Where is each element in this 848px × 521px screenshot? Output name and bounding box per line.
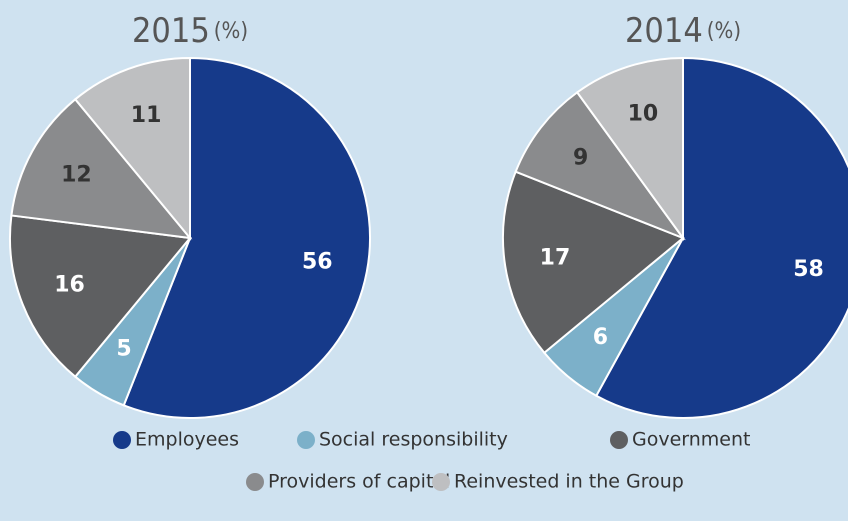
data-label: 12 [61,163,92,188]
data-label: 11 [131,103,162,128]
chart-title-year: 2014 [625,11,703,51]
legend-label: Employees [135,429,239,451]
pie-slice [575,56,684,242]
pie-slice [9,214,192,379]
chart-title-year: 2015 [132,11,210,51]
data-label: 5 [116,337,131,362]
pie-slice [10,97,193,240]
legend-marker [432,473,450,491]
pie-slice [73,56,191,241]
data-label: 58 [793,257,824,282]
data-label: 6 [593,325,608,350]
pie-slice [514,90,686,241]
data-label: 10 [628,102,659,127]
legend-label: Reinvested in the Group [454,471,684,493]
data-label: 17 [540,245,571,270]
legend-marker [246,473,264,491]
legend-marker [610,431,628,449]
chart-title-unit: (%) [707,19,741,44]
data-label: 56 [302,249,333,274]
legend-marker [297,431,315,449]
data-label: 16 [54,273,85,298]
chart-title-unit: (%) [214,19,248,44]
legend-marker [113,431,131,449]
pie-slice [502,170,685,355]
legend-label: Social responsibility [319,429,508,451]
data-label: 9 [573,146,588,171]
pie-slice [594,56,848,419]
legend-label: Providers of capital [268,471,450,493]
legend-label: Government [632,429,751,451]
chart-title: 2014 (%) [625,11,741,51]
chart-title: 2015 (%) [132,11,248,51]
pie-slice [122,56,371,419]
